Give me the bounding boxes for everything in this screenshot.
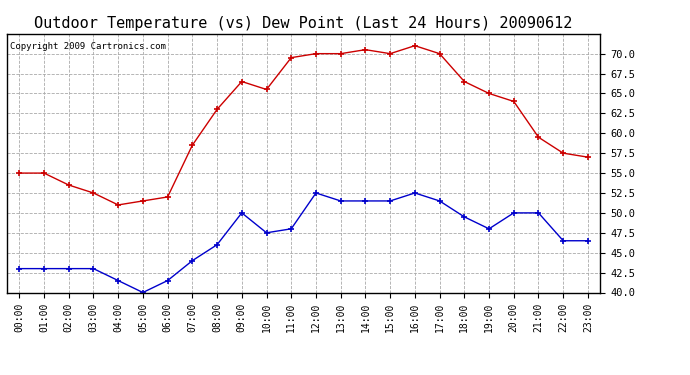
Title: Outdoor Temperature (vs) Dew Point (Last 24 Hours) 20090612: Outdoor Temperature (vs) Dew Point (Last… [34, 16, 573, 31]
Text: Copyright 2009 Cartronics.com: Copyright 2009 Cartronics.com [10, 42, 166, 51]
